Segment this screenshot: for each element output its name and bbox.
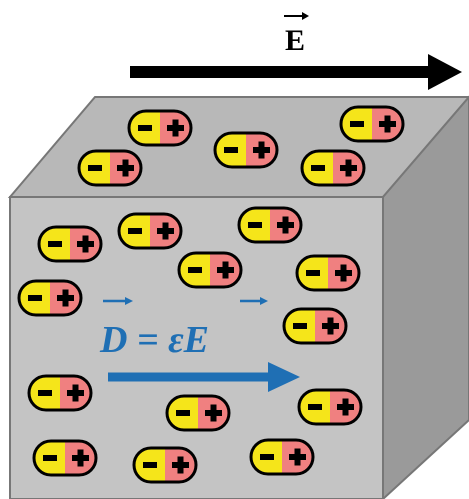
vector-accent-head [302, 12, 309, 20]
field-label: E [285, 24, 305, 57]
dipole [39, 227, 101, 261]
plus-v [385, 116, 391, 133]
plus-v [211, 405, 217, 422]
dipole [34, 441, 96, 475]
dipole [19, 281, 81, 315]
dipole [302, 151, 364, 185]
plus-v [73, 385, 79, 402]
dipole [297, 256, 359, 290]
dipole [284, 309, 346, 343]
minus-sign [308, 404, 322, 410]
minus-sign [350, 121, 364, 127]
plus-v [259, 142, 265, 159]
minus-sign [28, 295, 42, 301]
plus-v [163, 223, 169, 240]
dipole [341, 107, 403, 141]
minus-sign [138, 125, 152, 131]
plus-v [78, 450, 84, 467]
plus-v [223, 262, 229, 279]
plus-v [343, 399, 349, 416]
dipole [129, 111, 191, 145]
dipole [29, 376, 91, 410]
dipole [79, 151, 141, 185]
dipole [251, 440, 313, 474]
minus-sign [188, 267, 202, 273]
plus-v [123, 160, 129, 177]
plus-v [283, 217, 289, 234]
minus-sign [260, 454, 274, 460]
diagram: E D = εE [0, 0, 469, 499]
plus-v [341, 265, 347, 282]
dipole [134, 448, 196, 482]
minus-sign [143, 462, 157, 468]
minus-sign [306, 270, 320, 276]
plus-v [295, 449, 301, 466]
minus-sign [128, 228, 142, 234]
dipole [215, 133, 277, 167]
minus-sign [293, 323, 307, 329]
dipole [179, 253, 241, 287]
plus-v [63, 290, 69, 307]
minus-sign [43, 455, 57, 461]
minus-sign [48, 241, 62, 247]
plus-v [178, 457, 184, 474]
minus-sign [311, 165, 325, 171]
plus-v [173, 120, 179, 137]
plus-v [346, 160, 352, 177]
dipole [167, 396, 229, 430]
dipole [119, 214, 181, 248]
plus-v [83, 236, 89, 253]
plus-v [328, 318, 334, 335]
dipole [239, 208, 301, 242]
minus-sign [38, 390, 52, 396]
field-arrowhead [428, 54, 462, 90]
dipole [299, 390, 361, 424]
minus-sign [88, 165, 102, 171]
minus-sign [176, 410, 190, 416]
equation: D = εE [99, 319, 209, 361]
minus-sign [224, 147, 238, 153]
minus-sign [248, 222, 262, 228]
